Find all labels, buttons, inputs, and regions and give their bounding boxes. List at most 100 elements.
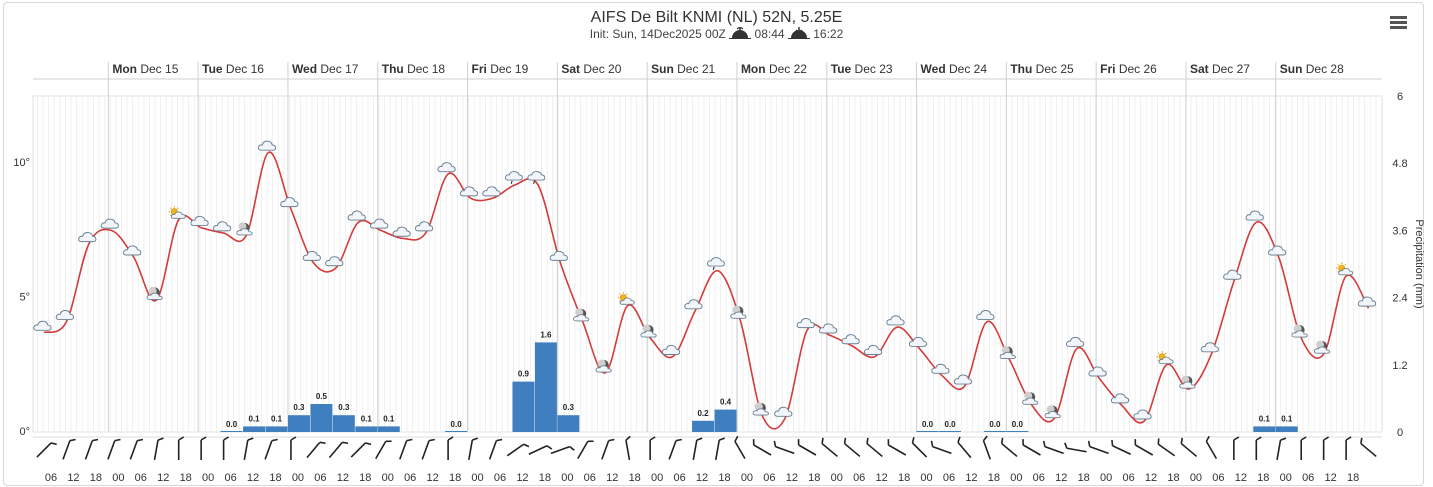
wind-feather	[1280, 437, 1287, 441]
hour-label: 18	[180, 472, 192, 484]
wind-shaft	[1360, 442, 1377, 458]
wind-shaft	[775, 445, 795, 455]
wind-barb	[177, 436, 185, 460]
wind-barb	[752, 439, 772, 456]
day-label: Sat Dec 27	[1190, 62, 1250, 76]
precip-tick: 2.4	[1392, 293, 1407, 305]
hour-label: 00	[1190, 472, 1202, 484]
wind-shaft	[36, 442, 52, 458]
precip-value: 0.1	[383, 414, 395, 423]
wind-feather	[821, 437, 824, 444]
precip-value: 0.0	[226, 420, 238, 429]
wind-shaft	[957, 441, 972, 459]
hamburger-menu-icon[interactable]	[1390, 16, 1407, 30]
hour-label: 18	[539, 472, 551, 484]
wind-feather	[843, 437, 847, 444]
sunrise-time: 08:44	[754, 27, 785, 41]
hour-label: 00	[202, 472, 214, 484]
wind-feather	[406, 438, 413, 442]
hour-label: 12	[1055, 472, 1067, 484]
wind-barb	[1360, 437, 1377, 458]
day-labels: Mon Dec 15 Tue Dec 16 Wed Dec 17 Thu Dec 18…	[112, 62, 1344, 76]
hour-label: 06	[224, 472, 236, 484]
wind-shaft	[844, 442, 861, 458]
wind-barb	[375, 440, 392, 460]
hour-label: 06	[135, 472, 147, 484]
wind-barb	[528, 445, 553, 455]
hour-labels: 06 12 18 00 06 12 18 00 06 12 18 00 06 12 18 00 06 12 18 00…	[45, 472, 1359, 484]
wind-barb	[930, 440, 952, 455]
temp-tick: 5°	[19, 292, 30, 304]
wind-shaft	[264, 440, 273, 460]
day-label: Mon Dec 22	[741, 62, 807, 76]
wind-barb	[1134, 439, 1154, 456]
wind-barb	[1205, 435, 1218, 460]
hour-label: 06	[853, 472, 865, 484]
hour-label: 00	[292, 472, 304, 484]
precip-bar	[332, 415, 355, 432]
wind-feather	[157, 437, 164, 441]
chart-subtitle: Init: Sun, 14Dec2025 00Z 08:44 16:22	[0, 27, 1433, 41]
hour-label: 18	[988, 472, 1000, 484]
wind-feather	[1255, 436, 1262, 441]
wind-shaft	[550, 445, 571, 455]
hour-label: 18	[1347, 472, 1359, 484]
wind-feather	[982, 435, 988, 442]
wind-shaft	[1089, 445, 1109, 455]
wind-feather	[496, 438, 503, 442]
wind-barb	[264, 438, 278, 460]
hour-label: 06	[943, 472, 955, 484]
hour-label: 12	[1145, 472, 1157, 484]
hour-label: 06	[1033, 472, 1045, 484]
wind-shaft	[506, 443, 525, 457]
wind-shaft	[1276, 440, 1282, 460]
wind-shaft	[84, 440, 94, 460]
hour-label: 18	[449, 472, 461, 484]
hour-label: 12	[696, 472, 708, 484]
wind-barb	[1042, 440, 1064, 455]
wind-barb	[290, 436, 297, 460]
wind-feather	[1180, 437, 1183, 444]
wind-feather	[911, 437, 915, 444]
day-label: Fri Dec 26	[1100, 62, 1157, 76]
day-label: Fri Dec 19	[472, 62, 529, 76]
wind-barb	[1300, 436, 1307, 460]
wind-feather	[1157, 438, 1160, 445]
precip-value: 0.3	[563, 403, 575, 412]
hour-label: 12	[786, 472, 798, 484]
wind-barb	[649, 436, 656, 460]
precip-value: 0.3	[338, 403, 350, 412]
day-label: Sat Dec 20	[561, 62, 621, 76]
hour-label: 06	[584, 472, 596, 484]
wind-feather	[50, 442, 57, 446]
precip-tick: 1.2	[1392, 360, 1407, 372]
wind-barb	[328, 441, 349, 459]
hour-label: 18	[629, 472, 641, 484]
precip-bar	[265, 426, 288, 432]
wind-shaft	[528, 445, 548, 455]
precip-tick: 4.8	[1392, 158, 1407, 170]
wind-barb	[1180, 437, 1198, 458]
day-label: Thu Dec 25	[1010, 62, 1074, 76]
wind-barb	[1087, 440, 1109, 455]
wind-feather	[696, 437, 703, 441]
wind-barb	[107, 438, 121, 460]
wind-shaft	[1134, 444, 1154, 456]
wind-barb	[36, 442, 57, 458]
hour-label: 00	[382, 472, 394, 484]
precipitation-axis: 0 1.2 2.4 3.6 4.8 6	[1392, 91, 1407, 439]
precip-bar	[714, 409, 737, 432]
wind-barb	[488, 438, 503, 460]
hour-label: 12	[516, 472, 528, 484]
wind-barb	[773, 440, 795, 455]
precip-value: 0.3	[293, 403, 305, 412]
wind-shaft	[1112, 445, 1132, 455]
sunset-icon	[787, 27, 810, 39]
wind-barb	[625, 435, 631, 460]
wind-shaft	[577, 440, 589, 460]
hour-label: 00	[651, 472, 663, 484]
wind-shaft	[1044, 445, 1064, 455]
wind-barb	[692, 437, 703, 460]
hour-label: 12	[157, 472, 169, 484]
